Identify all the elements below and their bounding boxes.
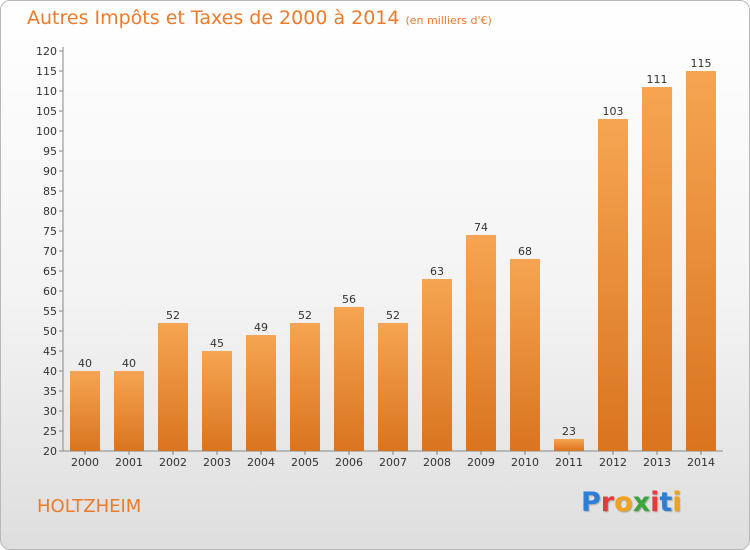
bar [378,323,408,451]
logo-letter: o [614,487,633,518]
bar [290,323,320,451]
y-tick-label: 100 [36,125,57,138]
logo-letter: x [632,487,651,518]
bar-value-label: 40 [78,357,92,370]
chart-title-unit: (en milliers d'€) [405,14,492,27]
bar-value-label: 49 [254,321,268,334]
x-tick-label: 2000 [71,456,99,469]
y-tick-label: 80 [43,205,57,218]
bar [422,279,452,451]
bar-value-label: 52 [166,309,180,322]
bar-value-label: 115 [691,57,712,70]
x-tick-label: 2008 [423,456,451,469]
bar [246,335,276,451]
y-tick-label: 40 [43,365,57,378]
y-tick-label: 30 [43,405,57,418]
x-tick-label: 2010 [511,456,539,469]
bar [510,259,540,451]
logo-letter: r [600,487,615,518]
y-tick-label: 35 [43,385,57,398]
logo-letter: t [659,487,673,518]
bar-value-label: 52 [386,309,400,322]
y-tick-label: 95 [43,145,57,158]
x-tick-label: 2009 [467,456,495,469]
x-tick-label: 2005 [291,456,319,469]
bar [642,87,672,451]
bar [158,323,188,451]
bar [70,371,100,451]
bar [598,119,628,451]
x-tick-label: 2013 [643,456,671,469]
bar-value-label: 45 [210,337,224,350]
x-tick-label: 2003 [203,456,231,469]
chart-title-main: Autres Impôts et Taxes de 2000 à 2014 [27,7,400,29]
bar-value-label: 52 [298,309,312,322]
y-tick-label: 70 [43,245,57,258]
bar-value-label: 23 [562,425,576,438]
y-tick-label: 65 [43,265,57,278]
y-tick-label: 75 [43,225,57,238]
commune-name: HOLTZHEIM [37,496,142,517]
y-tick-label: 60 [43,285,57,298]
x-tick-label: 2001 [115,456,143,469]
y-tick-label: 45 [43,345,57,358]
y-tick-label: 115 [36,65,57,78]
y-tick-label: 25 [43,425,57,438]
y-tick-label: 20 [43,445,57,458]
y-tick-label: 120 [36,45,57,58]
y-tick-label: 50 [43,325,57,338]
bar-value-label: 103 [603,105,624,118]
bar [334,307,364,451]
bar [466,235,496,451]
x-tick-label: 2002 [159,456,187,469]
chart-title: Autres Impôts et Taxes de 2000 à 2014 (en… [27,7,492,29]
x-tick-label: 2007 [379,456,407,469]
bar [554,439,584,451]
x-tick-label: 2011 [555,456,583,469]
bar-value-label: 40 [122,357,136,370]
x-tick-label: 2004 [247,456,275,469]
y-tick-label: 90 [43,165,57,178]
x-tick-label: 2012 [599,456,627,469]
logo-letter: P [581,487,601,518]
proxiti-logo: Proxiti [581,487,682,518]
y-tick-label: 85 [43,185,57,198]
bar-value-label: 56 [342,293,356,306]
logo-letter: i [650,487,660,518]
bar [686,71,716,451]
y-tick-label: 55 [43,305,57,318]
x-tick-label: 2014 [687,456,715,469]
bar [202,351,232,451]
bar-value-label: 74 [474,221,488,234]
bar-value-label: 63 [430,265,444,278]
logo-letter: i [672,487,682,518]
x-tick-label: 2006 [335,456,363,469]
y-tick-label: 105 [36,105,57,118]
bar-value-label: 111 [647,73,668,86]
y-tick-label: 110 [36,85,57,98]
bar-value-label: 68 [518,245,532,258]
bar [114,371,144,451]
